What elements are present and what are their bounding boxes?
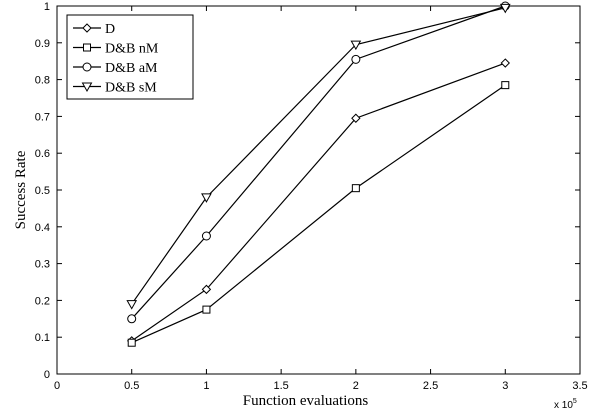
data-point xyxy=(202,305,211,314)
y-tick-label: 0.3 xyxy=(35,259,50,271)
legend-marker xyxy=(82,23,92,33)
x-tick-label: 0.5 xyxy=(124,380,139,392)
y-tick-label: 0.5 xyxy=(35,185,50,197)
legend-marker xyxy=(82,62,92,72)
x-axis-multiplier: x 105 xyxy=(554,398,577,411)
x-axis-multiplier-exponent: 5 xyxy=(573,398,577,405)
series-d-b-sm xyxy=(126,3,511,310)
series-d-b-nm xyxy=(127,81,510,347)
x-tick-label: 1.5 xyxy=(273,380,288,392)
data-point xyxy=(351,113,361,123)
legend-label: D xyxy=(105,22,115,37)
data-point xyxy=(351,184,360,193)
data-point xyxy=(201,284,212,295)
series-line xyxy=(131,7,506,305)
data-point xyxy=(127,314,137,324)
y-tick-label: 0.7 xyxy=(35,111,50,123)
legend: D D&B nM D&B aM D&B sM xyxy=(66,14,194,100)
data-point xyxy=(351,54,361,64)
y-tick-label: 0.6 xyxy=(35,148,50,160)
series-line xyxy=(131,84,506,344)
y-tick-label: 0.1 xyxy=(35,332,50,344)
data-point xyxy=(201,231,211,241)
y-tick-label: 0.2 xyxy=(35,295,50,307)
y-tick-label: 0.9 xyxy=(35,38,50,50)
x-tick-label: 2.5 xyxy=(423,380,438,392)
data-point xyxy=(126,300,138,310)
series-line xyxy=(131,62,506,342)
y-tick-label: 1 xyxy=(44,1,50,13)
x-tick-label: 3 xyxy=(502,380,508,392)
y-tick-label: 0.8 xyxy=(35,75,50,87)
x-tick-label: 2 xyxy=(353,380,359,392)
x-axis-title: Function evaluations xyxy=(243,393,369,409)
y-axis-title: Success Rate xyxy=(13,150,29,229)
legend-marker xyxy=(83,43,91,52)
legend-marker xyxy=(81,82,93,93)
data-point xyxy=(350,40,362,51)
tick-marks: 0 0.5 1 1.5 2 2.5 3 3.5 0 0.1 0.2 0.3 0.4 0.5 0.6 0.7 0.… xyxy=(35,1,588,392)
data-point xyxy=(500,58,510,68)
data-point xyxy=(127,338,136,347)
data-point xyxy=(201,193,212,203)
y-tick-label: 0.4 xyxy=(35,222,50,234)
series-line xyxy=(131,5,506,320)
y-tick-label: 0 xyxy=(44,369,50,381)
legend-label: D&B aM xyxy=(105,61,158,76)
legend-label: D&B sM xyxy=(105,81,157,96)
x-axis-multiplier-base: x 10 xyxy=(554,400,573,411)
x-tick-label: 0 xyxy=(54,380,60,392)
legend-label: D&B nM xyxy=(105,42,159,57)
data-series xyxy=(126,1,511,347)
x-tick-label: 3.5 xyxy=(572,380,587,392)
x-tick-label: 1 xyxy=(203,380,209,392)
data-point xyxy=(501,81,510,90)
data-point xyxy=(499,3,511,14)
